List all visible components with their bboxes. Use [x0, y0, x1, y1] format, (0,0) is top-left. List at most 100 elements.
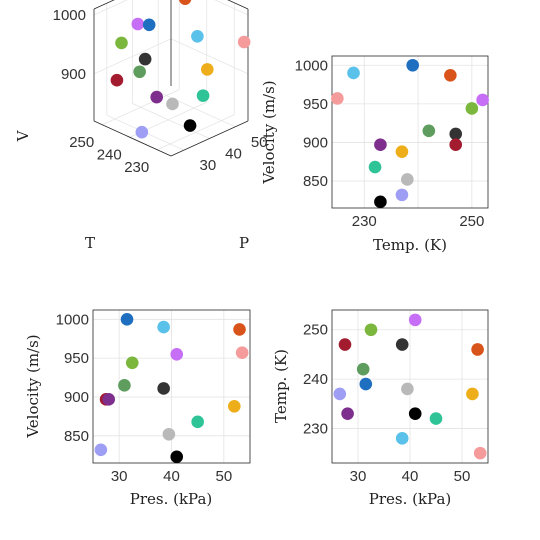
panel-pres-velocity-ytick: 1000	[56, 311, 89, 328]
panel-3d-axes	[93, 0, 249, 157]
panel-pres-velocity-ytick: 950	[64, 350, 89, 367]
panel-temp-velocity-point	[401, 173, 414, 186]
panel-3d-top-edge	[93, 0, 115, 10]
panel-pres-temp-point	[356, 362, 370, 376]
panel-temp-velocity-point	[422, 124, 436, 138]
panel-pres-temp-point	[408, 407, 422, 420]
panel-pres-temp-point	[395, 432, 409, 445]
panel-pres-temp-xtick: 50	[454, 468, 471, 485]
panel-pres-temp-ylabel: Temp. (K)	[272, 349, 290, 423]
panel-pres-velocity-xtick: 30	[111, 468, 128, 485]
panel-pres-temp: 30 40 50 230 240 250 Pres. (kPa) Temp. (K)	[272, 309, 489, 508]
panel-pres-temp-points	[333, 313, 487, 460]
panel-3d-top-edge	[227, 0, 249, 10]
panel-temp-velocity-point	[406, 58, 419, 72]
panel-pres-temp-point	[429, 412, 443, 425]
panel-pres-temp-ticks: 30 40 50 230 240 250	[303, 322, 470, 485]
panel-temp-velocity-ylabel: Velocity (m/s)	[260, 80, 278, 184]
panel-pres-velocity-grid	[93, 310, 250, 463]
panel-temp-velocity-point	[465, 102, 479, 115]
panel-pres-velocity-point	[118, 379, 131, 392]
panel-pres-temp-ytick: 250	[303, 322, 328, 339]
panel-temp-velocity-frame	[331, 55, 489, 209]
panel-3d-floor-gridline	[158, 91, 236, 128]
panel-pres-temp-point	[364, 323, 378, 337]
panel-3d-sidewall-gridline	[214, 0, 249, 16]
panel-3d-ytick: 230	[124, 159, 149, 176]
panel-3d-point	[150, 90, 163, 104]
panel-pres-temp-point	[395, 338, 409, 351]
panel-pres-temp-point	[333, 387, 347, 401]
panel-temp-velocity-points	[331, 58, 489, 209]
panel-pres-velocity-xtick: 50	[215, 468, 232, 485]
panel-3d-point	[201, 63, 214, 76]
panel-3d-ztick: 1000	[53, 7, 86, 24]
panel-pres-temp-ytick: 240	[303, 371, 328, 388]
panel-temp-velocity-xtick: 230	[352, 213, 377, 230]
panel-pres-velocity-point	[170, 347, 184, 361]
panel-pres-velocity-point	[191, 415, 204, 429]
panel-pres-velocity-ylabel: Velocity (m/s)	[24, 334, 42, 438]
panel-3d-backwall-gridline	[93, 38, 172, 75]
panel-pres-velocity-point	[228, 400, 241, 413]
panel-3d-zlabel: V	[14, 129, 32, 142]
panel-3d-point	[138, 52, 152, 66]
panel-pres-velocity-points	[94, 313, 249, 464]
panel-pres-velocity: 30 40 50 850 900 950 1000 Pres. (kPa) Velocity…	[24, 309, 251, 508]
panel-3d-points	[110, 0, 251, 139]
panel-3d-p-axis	[170, 120, 249, 157]
panel-3d-xlabel: P	[239, 234, 249, 252]
panel-pres-velocity-point	[170, 450, 184, 464]
panel-pres-velocity-point	[120, 313, 134, 326]
panel-pres-velocity-ytick: 850	[64, 428, 89, 445]
panel-3d-xtick: 50	[251, 134, 268, 151]
panel-pres-temp-xlabel: Pres. (kPa)	[369, 490, 452, 508]
panel-pres-velocity-frame	[92, 309, 251, 464]
panel-3d-floor-gridline	[157, 114, 235, 151]
panel-pres-velocity-point	[157, 320, 170, 334]
panel-temp-velocity-ytick: 850	[303, 173, 328, 190]
panel-3d-point	[115, 36, 128, 50]
panel-pres-velocity-ticks: 30 40 50 850 900 950 1000	[56, 311, 233, 485]
panel-3d-point	[191, 29, 204, 43]
panel-temp-velocity-xtick: 250	[459, 213, 484, 230]
panel-3d-ytick: 250	[69, 134, 94, 151]
panel-pres-temp-point	[359, 377, 373, 391]
panel-3d-xtick: 30	[199, 157, 216, 174]
panel-pres-velocity-point	[235, 346, 249, 360]
panel-pres-velocity-point	[233, 323, 246, 336]
panel-temp-velocity-point	[347, 66, 360, 80]
panel-pres-velocity-ytick: 900	[64, 389, 89, 406]
panel-temp-velocity-point	[395, 188, 409, 202]
panel-3d-ytick: 240	[97, 146, 122, 163]
panel-temp-velocity-point	[374, 138, 387, 152]
panel-3d-grid	[93, 0, 249, 151]
panel-3d-point	[183, 119, 197, 132]
panel-pres-velocity-point	[102, 393, 115, 406]
panel-temp-velocity-ytick: 900	[303, 134, 328, 151]
panel-pres-temp-point	[473, 446, 487, 460]
panel-pres-temp-point	[401, 382, 414, 396]
panel-3d-xtick: 40	[225, 146, 242, 163]
panel-pres-temp-frame	[331, 309, 489, 464]
panel-3d-sidewall-gridline	[170, 38, 249, 75]
panel-3d-backwall-gridline	[93, 0, 128, 16]
panel-pres-temp-ytick: 230	[303, 420, 328, 437]
panel-pres-temp-point	[341, 407, 354, 420]
panel-3d-floor-gridline	[102, 89, 180, 126]
panel-pres-velocity-point	[162, 427, 176, 441]
panel-3d-ztick: 900	[61, 66, 86, 83]
panel-temp-velocity-point	[368, 160, 382, 174]
panel-3d-floor-gridline	[132, 103, 210, 139]
panel-pres-velocity-xlabel: Pres. (kPa)	[130, 490, 213, 508]
panel-3d-point	[166, 97, 179, 111]
panel-3d-point	[110, 73, 124, 87]
panel-temp-velocity-xlabel: Temp. (K)	[373, 236, 447, 254]
panel-pres-temp-point	[471, 343, 484, 356]
panel-temp-velocity-point	[444, 68, 457, 82]
panel-temp-velocity-point	[395, 145, 409, 158]
panel-pres-velocity-point	[94, 443, 108, 457]
panel-3d-point	[135, 125, 149, 139]
